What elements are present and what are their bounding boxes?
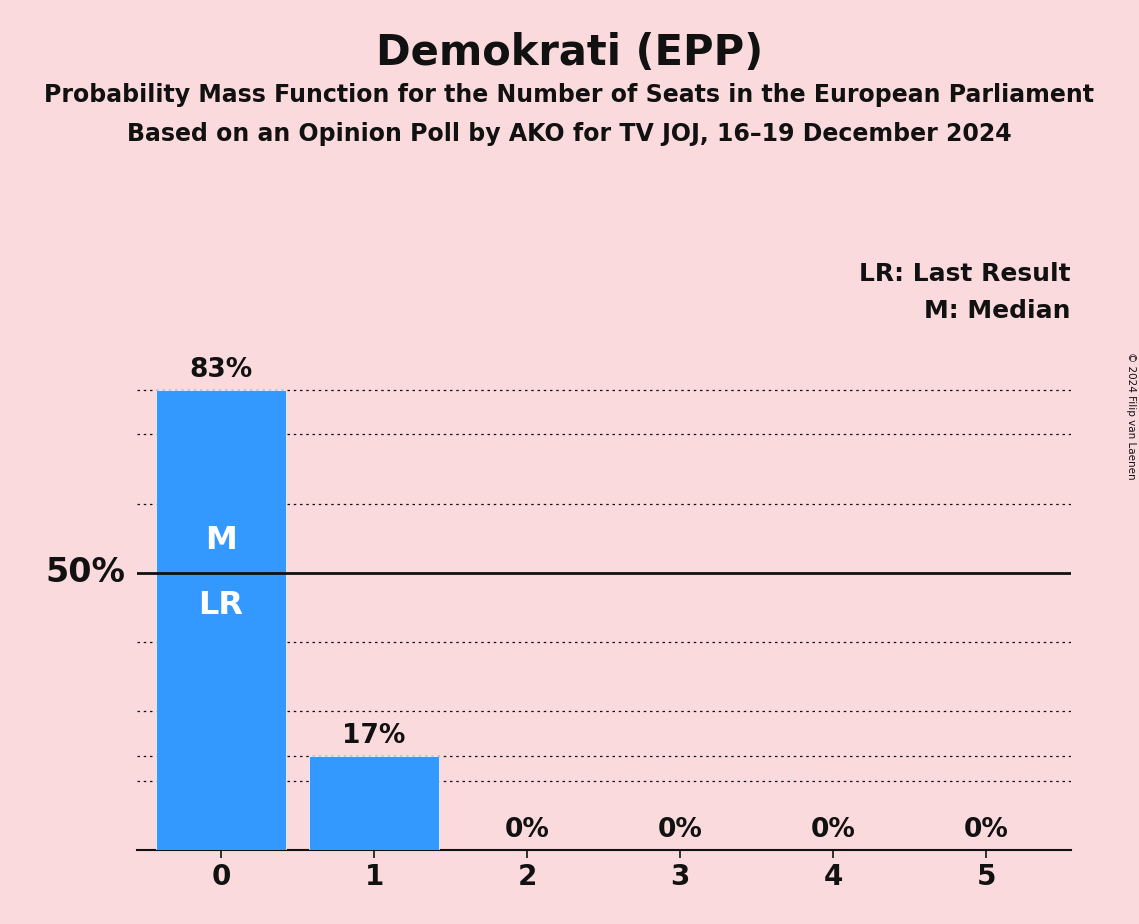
Text: M: Median: M: Median — [924, 299, 1071, 323]
Text: 0%: 0% — [505, 818, 549, 844]
Text: Probability Mass Function for the Number of Seats in the European Parliament: Probability Mass Function for the Number… — [44, 83, 1095, 107]
Text: Demokrati (EPP): Demokrati (EPP) — [376, 32, 763, 74]
Text: 83%: 83% — [189, 357, 253, 383]
Text: 0%: 0% — [964, 818, 1009, 844]
Text: © 2024 Filip van Laenen: © 2024 Filip van Laenen — [1126, 352, 1136, 480]
Text: 17%: 17% — [343, 723, 405, 748]
Text: LR: LR — [198, 590, 244, 621]
Bar — [156, 390, 286, 850]
Text: 0%: 0% — [811, 818, 855, 844]
Text: M: M — [205, 525, 237, 556]
Text: Based on an Opinion Poll by AKO for TV JOJ, 16–19 December 2024: Based on an Opinion Poll by AKO for TV J… — [128, 122, 1011, 146]
Text: 0%: 0% — [658, 818, 703, 844]
Text: 50%: 50% — [46, 556, 125, 590]
Text: LR: Last Result: LR: Last Result — [859, 262, 1071, 286]
Bar — [309, 756, 439, 850]
